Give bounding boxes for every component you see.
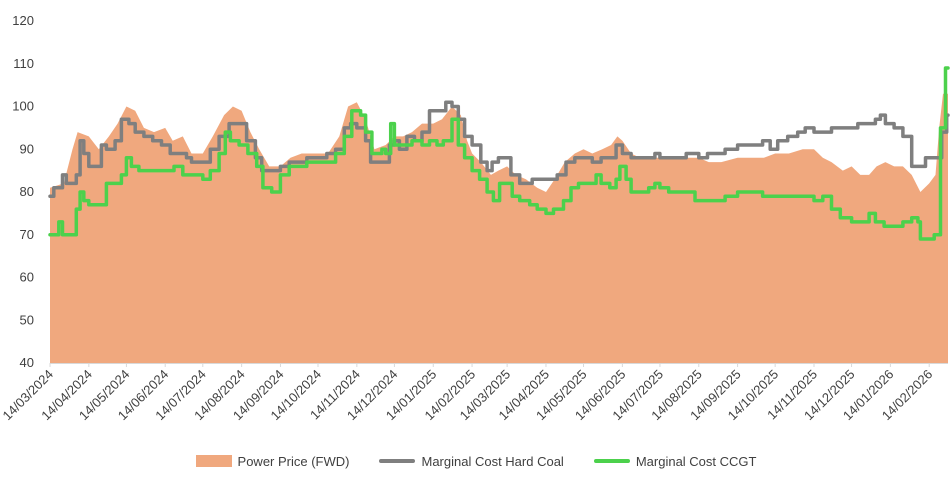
y-tick-label: 110	[13, 56, 34, 71]
legend-label-hard-coal: Marginal Cost Hard Coal	[421, 453, 564, 469]
series-line-hard-coal	[48, 100, 950, 199]
legend-item-power-price: Power Price (FWD)	[195, 453, 350, 469]
legend-swatch-hard-coal	[379, 459, 416, 463]
legend-item-hard-coal: Marginal Cost Hard Coal	[379, 453, 564, 469]
series-layer	[48, 66, 950, 363]
legend-item-ccgt: Marginal Cost CCGT	[593, 453, 757, 469]
legend-swatch-ccgt	[593, 459, 630, 463]
x-axis: 14/03/202414/04/202414/05/202414/06/2024…	[0, 363, 935, 423]
y-tick-label: 90	[20, 141, 34, 156]
series-line-ccgt	[48, 66, 950, 241]
series-area-power-price	[50, 93, 948, 363]
legend-label-ccgt: Marginal Cost CCGT	[635, 453, 757, 469]
y-tick-label: 60	[20, 270, 34, 285]
y-tick-label: 40	[20, 355, 34, 370]
legend-swatch-power-price	[195, 455, 232, 467]
y-tick-label: 70	[20, 227, 34, 242]
y-tick-label: 50	[20, 312, 34, 327]
y-tick-label: 80	[20, 184, 34, 199]
y-tick-label: 120	[12, 13, 34, 28]
y-axis: 40 50 60 70 80 90 100 110 120	[12, 13, 34, 370]
y-tick-label: 100	[12, 99, 34, 114]
legend: Power Price (FWD) Marginal Cost Hard Coa…	[0, 450, 952, 472]
legend-label-power-price: Power Price (FWD)	[237, 453, 350, 469]
